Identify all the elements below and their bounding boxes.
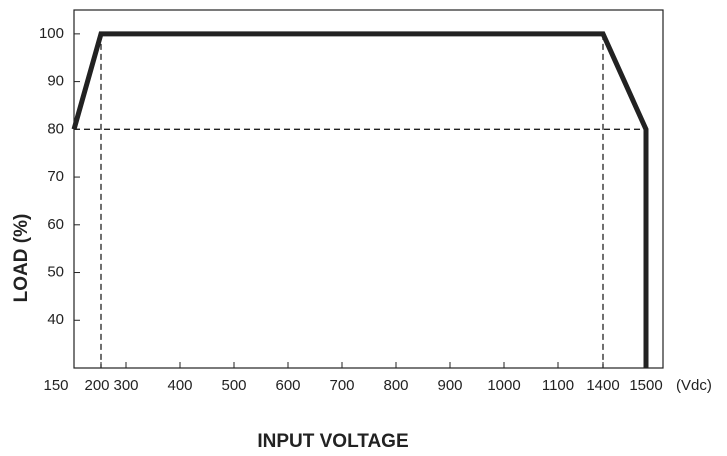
x-tick-label: 700 bbox=[329, 377, 354, 394]
x-tick-label: 1000 bbox=[487, 377, 520, 394]
x-unit: (Vdc) bbox=[676, 377, 712, 394]
y-axis-label: LOAD (%) bbox=[11, 214, 32, 303]
y-tick-label: 60 bbox=[47, 216, 64, 233]
y-tick-label: 90 bbox=[47, 73, 64, 90]
x-tick-label: 150 bbox=[43, 377, 68, 394]
x-tick-label: 800 bbox=[383, 377, 408, 394]
x-tick-label: 1400 bbox=[586, 377, 619, 394]
x-tick-label: 500 bbox=[221, 377, 246, 394]
x-tick-label: 900 bbox=[437, 377, 462, 394]
y-tick-label: 40 bbox=[47, 311, 64, 328]
y-tick-label: 70 bbox=[47, 168, 64, 185]
x-tick-label: 1500 bbox=[629, 377, 662, 394]
x-tick-label: 600 bbox=[275, 377, 300, 394]
x-tick-label: 300 bbox=[113, 377, 138, 394]
y-tick-label: 80 bbox=[47, 120, 64, 137]
x-axis-label: INPUT VOLTAGE bbox=[257, 431, 408, 452]
x-tick-label: 200 bbox=[84, 377, 109, 394]
y-tick-label: 50 bbox=[47, 264, 64, 281]
plot-frame bbox=[73, 9, 664, 369]
x-tick-label: 400 bbox=[167, 377, 192, 394]
x-tick-label: 1100 bbox=[542, 377, 574, 394]
y-tick-label: 100 bbox=[39, 25, 64, 42]
derating-curve bbox=[71, 31, 649, 368]
